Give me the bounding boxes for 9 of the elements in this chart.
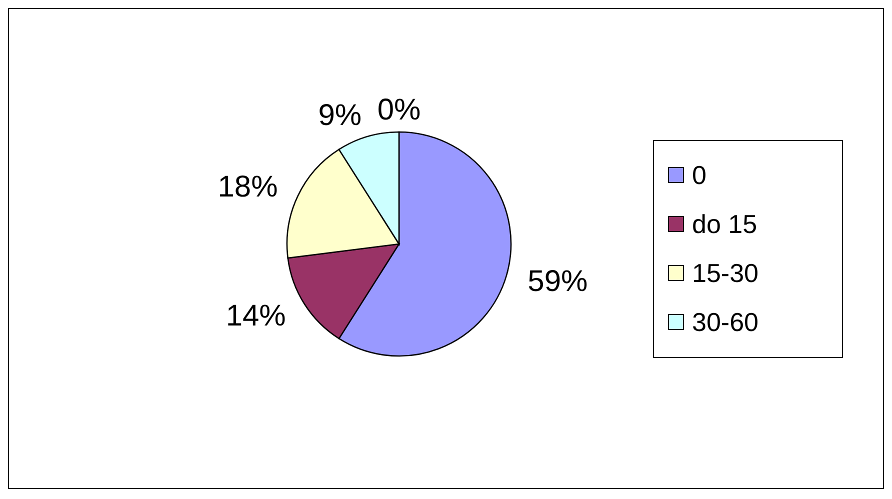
text: 0% <box>377 94 421 126</box>
data-label: 18% <box>218 170 278 204</box>
data-label: 9% <box>318 98 362 132</box>
data-label: 59% <box>528 264 588 298</box>
legend-label: 0 <box>692 160 706 190</box>
legend-label: 30-60 <box>692 306 758 338</box>
legend-label: do 15 <box>692 208 758 240</box>
legend-label: 15-30 <box>692 258 758 288</box>
data-label: 14% <box>226 299 286 332</box>
